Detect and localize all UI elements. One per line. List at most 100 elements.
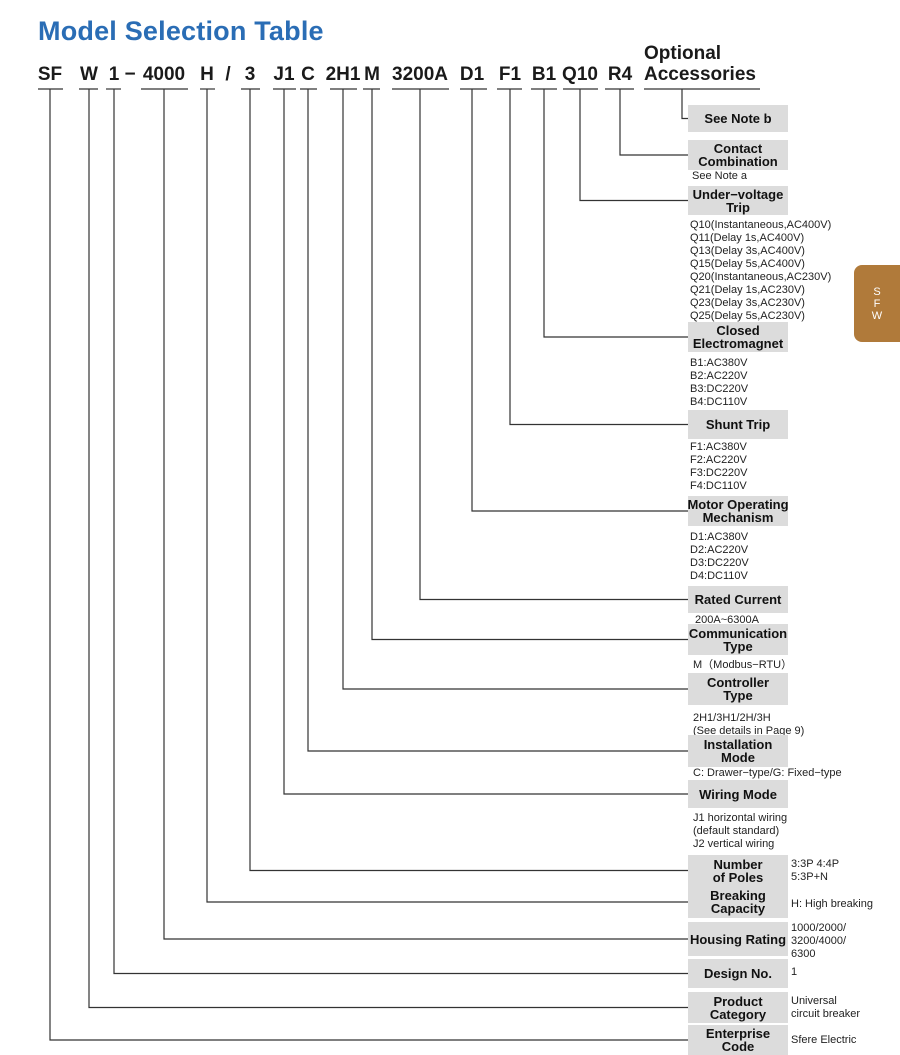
- note-line: 3:3P 4:4P: [791, 858, 840, 870]
- note-line: Q21(Delay 1s,AC230V): [690, 284, 805, 296]
- option-label: Contact: [713, 141, 763, 156]
- code-segment: B1: [531, 64, 557, 85]
- note-line: 1: [791, 966, 798, 978]
- option-label: of Poles: [712, 869, 764, 885]
- note-line: Q20(Instantaneous,AC230V): [690, 271, 832, 283]
- code-segment: C: [301, 64, 315, 85]
- option-box: Number of Poles: [688, 855, 788, 886]
- option-notes: M（Modbus−RTU）: [693, 659, 792, 672]
- code-segment: H: [200, 64, 214, 85]
- option-label: Mode: [721, 750, 755, 765]
- note-line: Q23(Delay 3s,AC230V): [690, 297, 805, 309]
- option-box: Breaking Capacity: [688, 886, 788, 918]
- option-label: Wiring Mode: [699, 786, 777, 802]
- option-label: Type: [723, 638, 753, 654]
- connector-line: [307, 89, 688, 752]
- code-segment: J1: [273, 64, 295, 85]
- note-line: Q13(Delay 3s,AC400V): [690, 245, 805, 257]
- option-label: Number: [713, 856, 763, 872]
- note-line: 200A~6300A: [695, 614, 759, 626]
- option-box: Rated Current: [688, 586, 788, 613]
- note-line: C: Drawer−type/G: Fixed−type: [693, 767, 842, 779]
- code-segment: 3200A: [392, 64, 448, 85]
- option-box: Under−voltage Trip: [688, 186, 788, 215]
- connector-line: [419, 89, 688, 601]
- option-label: Closed: [716, 323, 760, 338]
- note-line: F4:DC110V: [690, 480, 747, 492]
- option-notes: 1: [791, 966, 797, 979]
- note-line: 6300: [791, 948, 816, 960]
- note-line: D2:AC220V: [690, 544, 749, 556]
- code-segment: R4: [607, 64, 633, 85]
- note-line: Q11(Delay 1s,AC400V): [690, 232, 805, 244]
- option-label: Category: [709, 1006, 767, 1022]
- code-segment: Q10: [562, 64, 598, 85]
- code-segment: D1: [459, 64, 485, 85]
- option-notes: J1 horizontal wiring (default standard) J2…: [693, 812, 787, 851]
- note-line: Q15(Delay 5s,AC400V): [690, 258, 805, 270]
- option-notes: 3:3P 4:4P 5:3P+N: [791, 858, 839, 884]
- note-line: Q25(Delay 5s,AC230V): [690, 310, 805, 322]
- note-line: D3:DC220V: [690, 557, 749, 569]
- option-notes: C: Drawer−type/G: Fixed−type: [693, 767, 842, 780]
- note-line: M（Modbus−RTU）: [693, 659, 793, 671]
- option-label: Rated Current: [694, 592, 782, 607]
- note-line: F2:AC220V: [690, 454, 747, 466]
- note-line: J2 vertical wiring: [693, 838, 775, 850]
- code-segment: F1: [498, 64, 522, 85]
- note-line: 1000/2000/: [791, 922, 847, 934]
- note-line: (See details in Page 9): [693, 725, 805, 737]
- option-label: Product: [713, 993, 763, 1009]
- option-notes: Universal circuit breaker: [791, 995, 860, 1021]
- code-segment: 4000: [142, 64, 186, 85]
- option-box: Product Category: [688, 992, 788, 1023]
- note-line: F3:DC220V: [690, 467, 748, 479]
- option-box: Contact Combination: [688, 140, 788, 170]
- option-box: Wiring Mode: [688, 780, 788, 808]
- code-segment: 1: [108, 64, 120, 85]
- option-label: Enterprise: [705, 1026, 771, 1041]
- option-label: Motor Operating: [687, 497, 789, 512]
- connector-line: [471, 89, 688, 512]
- option-label: Capacity: [710, 901, 766, 916]
- note-line: Sfere Electric: [791, 1034, 857, 1046]
- note-line: D4:DC110V: [690, 570, 748, 582]
- connector-line: [49, 89, 688, 1041]
- option-label: Controller: [706, 675, 770, 690]
- code-segment: 3: [244, 64, 256, 85]
- option-box: Design No.: [688, 959, 788, 988]
- optional-accessories-label: Optional Accessories: [644, 43, 756, 85]
- option-box: Enterprise Code: [688, 1025, 788, 1055]
- option-label: Trip: [726, 199, 750, 215]
- option-label: Type: [723, 688, 753, 703]
- option-box: Communication Type: [688, 624, 788, 655]
- note-line: B3:DC220V: [690, 383, 749, 395]
- option-notes: 200A~6300A: [695, 614, 759, 627]
- note-line: circuit breaker: [791, 1008, 861, 1020]
- option-label: Code: [721, 1039, 755, 1054]
- option-notes: 2H1/3H1/2H/3H (See details in Page 9): [693, 712, 804, 738]
- note-line: H: High breaking: [791, 898, 873, 910]
- connector-line: [88, 89, 688, 1009]
- note-line: Q10(Instantaneous,AC400V): [690, 219, 832, 231]
- option-box: Housing Rating: [688, 922, 788, 956]
- option-notes: F1:AC380V F2:AC220V F3:DC220V F4:DC110V: [690, 441, 747, 493]
- note-line: B2:AC220V: [690, 370, 748, 382]
- side-tab[interactable]: S F W: [854, 265, 900, 342]
- option-label: Installation: [703, 737, 773, 752]
- connector-line: [283, 89, 688, 795]
- connector-line: [681, 89, 688, 120]
- note-line: 2H1/3H1/2H/3H: [693, 712, 771, 724]
- option-label: Combination: [698, 154, 778, 169]
- option-notes: See Note a: [692, 170, 747, 183]
- code-segment: W: [80, 64, 98, 85]
- option-notes: D1:AC380V D2:AC220V D3:DC220V D4:DC110V: [690, 531, 749, 583]
- option-box: Closed Electromagnet: [688, 322, 788, 352]
- code-segment: −: [124, 64, 136, 85]
- option-notes: H: High breaking: [791, 898, 873, 911]
- option-label: Design No.: [704, 966, 772, 981]
- option-label: See Note b: [704, 111, 772, 126]
- note-line: Universal: [791, 995, 837, 1007]
- note-line: B4:DC110V: [690, 396, 748, 408]
